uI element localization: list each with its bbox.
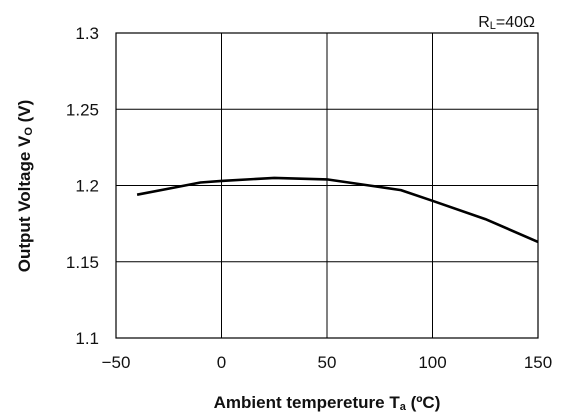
y-axis-title-rest: (V) [15, 100, 34, 127]
x-axis-title-rest: (ºC) [406, 393, 441, 412]
series-layer [137, 178, 538, 242]
y-tick-label: 1.2 [75, 177, 99, 196]
x-tick-label: 50 [318, 353, 337, 372]
y-axis-title-main: Output Voltage V [15, 135, 34, 272]
output-voltage-line [137, 178, 538, 242]
x-tick-label: 100 [418, 353, 446, 372]
x-tick-labels: −50 0 50 100 150 [102, 353, 553, 372]
y-tick-label: 1.15 [66, 253, 99, 272]
x-tick-label: −50 [102, 353, 131, 372]
y-tick-label: 1.25 [66, 100, 99, 119]
annotation-rest: =40Ω [496, 14, 535, 31]
annotation-main: R [478, 14, 490, 31]
y-tick-labels: 1.1 1.15 1.2 1.25 1.3 [66, 24, 99, 348]
x-tick-label: 150 [524, 353, 552, 372]
x-axis-title-main: Ambient tempereture T [214, 393, 401, 412]
load-resistance-annotation: RL=40Ω [478, 14, 535, 32]
x-tick-label: 0 [217, 353, 226, 372]
y-axis-title: Output Voltage VO (V) [15, 100, 35, 273]
y-tick-label: 1.3 [75, 24, 99, 43]
y-tick-label: 1.1 [75, 329, 99, 348]
x-axis-title: Ambient tempereture Ta (ºC) [214, 393, 441, 413]
